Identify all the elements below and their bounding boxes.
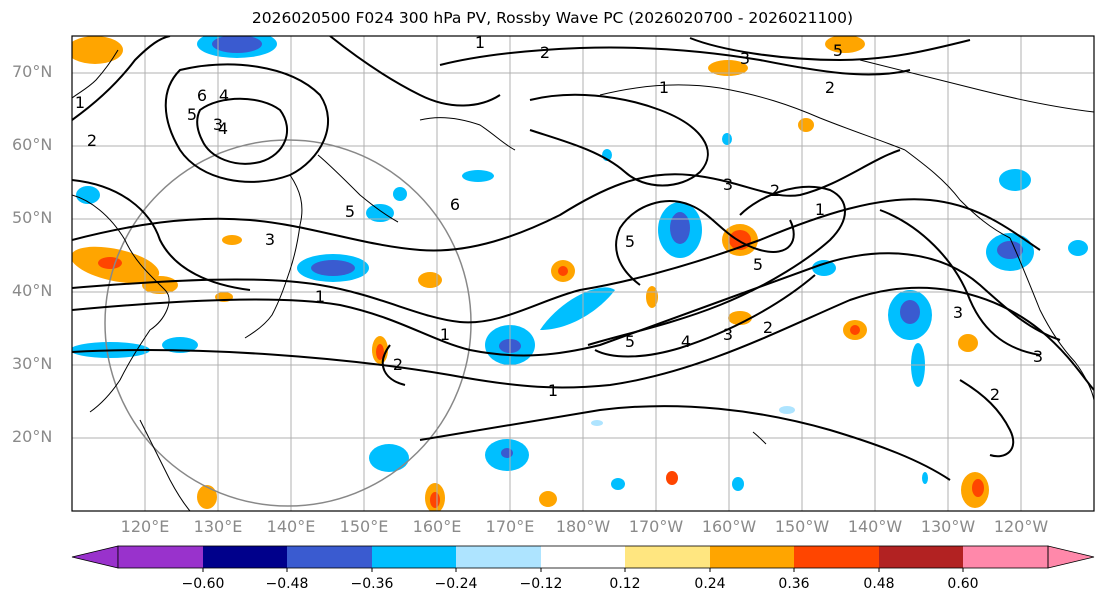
contour-label: 3 (953, 303, 963, 322)
colorbar-tick-label: 0.24 (694, 576, 726, 592)
colorbar-tick-label: 0.48 (863, 576, 895, 592)
lat-label: 20°N (12, 427, 53, 446)
colorbar-segment (118, 546, 203, 568)
lon-label: 130°W (920, 517, 976, 536)
lon-label: 150°E (339, 517, 389, 536)
contour-label: 5 (625, 332, 635, 351)
lon-label: 170°W (628, 517, 684, 536)
contour-label: 1 (659, 78, 669, 97)
contour-label: 5 (345, 202, 355, 221)
colorbar-tick-label: −0.48 (265, 576, 309, 592)
colorbar-tick-label: −0.36 (350, 576, 394, 592)
map-title: 2026020500 F024 300 hPa PV, Rossby Wave … (251, 9, 854, 27)
contour-label: 1 (440, 325, 450, 344)
contour-label: 2 (87, 131, 97, 150)
map-frame (71, 35, 1095, 512)
pv-contours (72, 36, 1094, 481)
lat-label: 60°N (12, 135, 53, 154)
lon-label: 130°E (193, 517, 243, 536)
contour-label: 2 (763, 318, 773, 337)
contour-label: 6 (450, 195, 460, 214)
lon-label: 120°E (120, 517, 170, 536)
lon-label: 140°E (266, 517, 316, 536)
contour-label: 4 (218, 119, 228, 138)
lon-label: 140°W (847, 517, 903, 536)
contour-label: 2 (540, 43, 550, 62)
colorbar-tick-label: −0.24 (434, 576, 478, 592)
contour-label: 3 (265, 230, 275, 249)
lon-label: 160°W (701, 517, 757, 536)
contour-label: 2 (990, 385, 1000, 404)
contour-label: 1 (815, 200, 825, 219)
contour-label: 3 (740, 49, 750, 68)
lat-label: 50°N (12, 208, 53, 227)
colorbar-tick-label: 0.60 (947, 576, 979, 592)
contour-label: 5 (753, 255, 763, 274)
lon-label: 170°E (485, 517, 535, 536)
contour-label: 1 (475, 33, 485, 52)
colorbar-tick-label: −0.60 (181, 576, 225, 592)
contour-label: 3 (213, 115, 223, 134)
contour-label: 3 (723, 175, 733, 194)
lat-label: 70°N (12, 62, 53, 81)
contour-label: 1 (75, 93, 85, 112)
colorbar-extend-right (1047, 545, 1095, 569)
contour-label: 4 (681, 332, 691, 351)
colorbar-extend-left (71, 545, 119, 569)
colorbar-tick-label: 0.36 (778, 576, 810, 592)
contour-label: 6 (197, 86, 207, 105)
contour-label: 2 (825, 78, 835, 97)
contour-label: 5 (625, 232, 635, 251)
lat-label: 40°N (12, 281, 53, 300)
contour-label: 2 (393, 355, 403, 374)
lon-label: 160°E (412, 517, 462, 536)
contour-label: 1 (315, 287, 325, 306)
contour-label: 3 (1033, 347, 1043, 366)
positive-anomaly (72, 36, 123, 64)
colorbar (71, 545, 1095, 572)
contour-label: 1 (548, 381, 558, 400)
contour-label: 4 (219, 86, 229, 105)
lon-label: 120°W (993, 517, 1049, 536)
colorbar-tick-label: 0.12 (609, 576, 641, 592)
contour-label: 5 (187, 105, 197, 124)
contour-label: 2 (770, 181, 780, 200)
contour-label: 3 (723, 325, 733, 344)
lon-label: 150°W (774, 517, 830, 536)
lon-label: 180°W (555, 517, 611, 536)
colorbar-tick-label: −0.12 (519, 576, 563, 592)
contour-label: 5 (833, 41, 843, 60)
lat-label: 30°N (12, 354, 53, 373)
contour-labels: 6 5 4 3 2 1 6 5 4 3 2 1 5 4 3 2 1 1 5 2 … (75, 33, 1043, 404)
